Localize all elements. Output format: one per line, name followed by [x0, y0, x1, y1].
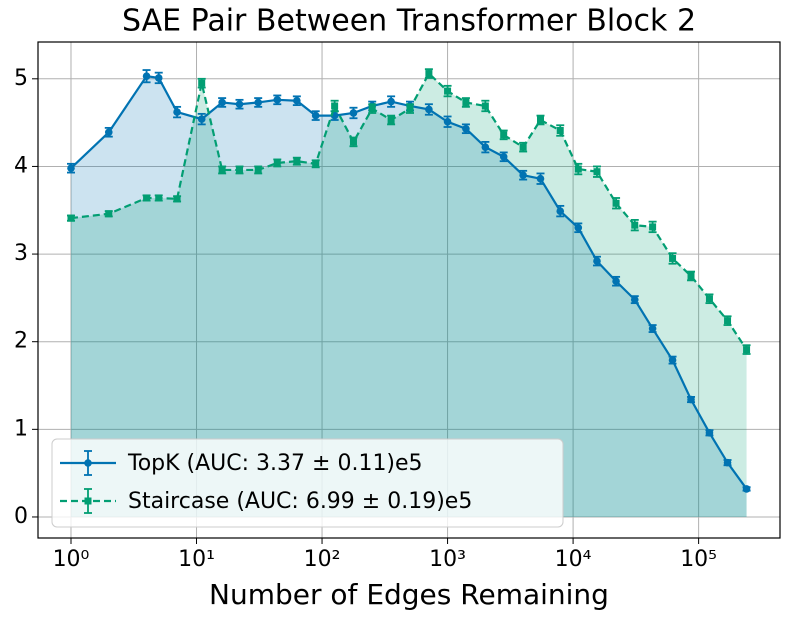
marker — [218, 98, 226, 107]
marker — [593, 257, 601, 265]
marker — [235, 166, 243, 174]
marker — [593, 168, 601, 176]
y-tick-label: 3 — [14, 241, 28, 266]
marker — [444, 87, 452, 95]
marker — [368, 105, 376, 113]
legend-marker — [84, 497, 92, 505]
marker — [173, 195, 181, 203]
marker — [481, 143, 490, 151]
chart-title: SAE Pair Between Transformer Block 2 — [122, 4, 696, 39]
marker — [293, 157, 301, 165]
marker — [67, 214, 75, 222]
marker — [536, 174, 545, 183]
marker — [669, 254, 677, 262]
marker — [173, 108, 181, 116]
marker — [349, 109, 358, 117]
y-tick-label: 4 — [14, 153, 28, 178]
marker — [311, 111, 320, 120]
marker — [705, 295, 713, 303]
marker — [630, 295, 639, 304]
marker — [387, 97, 395, 106]
marker — [668, 356, 677, 364]
marker — [293, 96, 301, 105]
marker — [574, 223, 583, 232]
marker — [155, 194, 163, 202]
legend-marker — [84, 459, 92, 467]
x-tick-label: 10¹ — [178, 547, 215, 572]
plot-frame — [37, 41, 781, 539]
y-tick-label: 2 — [14, 329, 28, 354]
x-axis-label: Number of Edges Remaining — [209, 578, 609, 611]
y-tick-label: 1 — [14, 416, 28, 441]
y-tick-label: 5 — [14, 66, 28, 91]
marker — [254, 98, 262, 107]
marker — [481, 102, 489, 110]
marker — [648, 324, 657, 333]
marker — [742, 485, 751, 493]
series-line — [70, 71, 748, 351]
marker — [387, 116, 395, 124]
x-tick-label: 10² — [304, 547, 341, 572]
marker — [574, 165, 582, 173]
legend-label: Staircase (AUC: 6.99 ± 0.19)e5 — [128, 489, 472, 514]
legend-label: TopK (AUC: 3.37 ± 0.11)e5 — [127, 451, 423, 476]
marker — [556, 127, 564, 135]
marker — [425, 105, 433, 114]
marker — [743, 346, 751, 354]
marker — [273, 96, 282, 104]
marker — [687, 395, 695, 404]
marker — [273, 159, 281, 167]
x-tick-label: 10⁴ — [555, 547, 592, 572]
marker — [218, 166, 226, 174]
marker — [612, 277, 620, 286]
marker — [462, 98, 470, 106]
marker — [254, 166, 262, 174]
marker — [312, 160, 320, 168]
marker — [154, 74, 163, 82]
marker — [142, 72, 151, 80]
marker — [724, 317, 732, 325]
marker — [104, 128, 113, 137]
legend-box — [51, 438, 564, 528]
marker — [536, 116, 544, 124]
marker — [105, 210, 113, 218]
marker — [331, 102, 339, 110]
marker — [349, 138, 357, 146]
marker — [499, 152, 508, 161]
marker — [705, 429, 714, 437]
marker — [687, 272, 695, 280]
marker — [556, 207, 565, 215]
marker — [519, 143, 527, 151]
x-tick-label: 10⁰ — [53, 547, 90, 572]
marker — [143, 194, 151, 202]
marker — [67, 164, 75, 172]
x-tick-label: 10⁵ — [680, 547, 717, 572]
area — [70, 76, 747, 517]
marker — [500, 131, 508, 139]
marker — [425, 70, 433, 78]
marker — [649, 223, 657, 231]
marker — [723, 458, 732, 467]
x-tick-label: 10³ — [429, 547, 466, 572]
y-tick-label: 0 — [14, 504, 28, 529]
marker — [406, 105, 414, 113]
legend: TopK (AUC: 3.37 ± 0.11)e5 Staircase (AUC:… — [51, 438, 564, 528]
marker — [631, 221, 639, 229]
area — [70, 73, 747, 517]
marker — [519, 171, 527, 180]
marker — [198, 79, 206, 87]
marker — [197, 115, 206, 123]
marker — [612, 199, 620, 207]
marker — [443, 117, 452, 126]
marker — [462, 124, 470, 133]
marker — [235, 100, 244, 109]
